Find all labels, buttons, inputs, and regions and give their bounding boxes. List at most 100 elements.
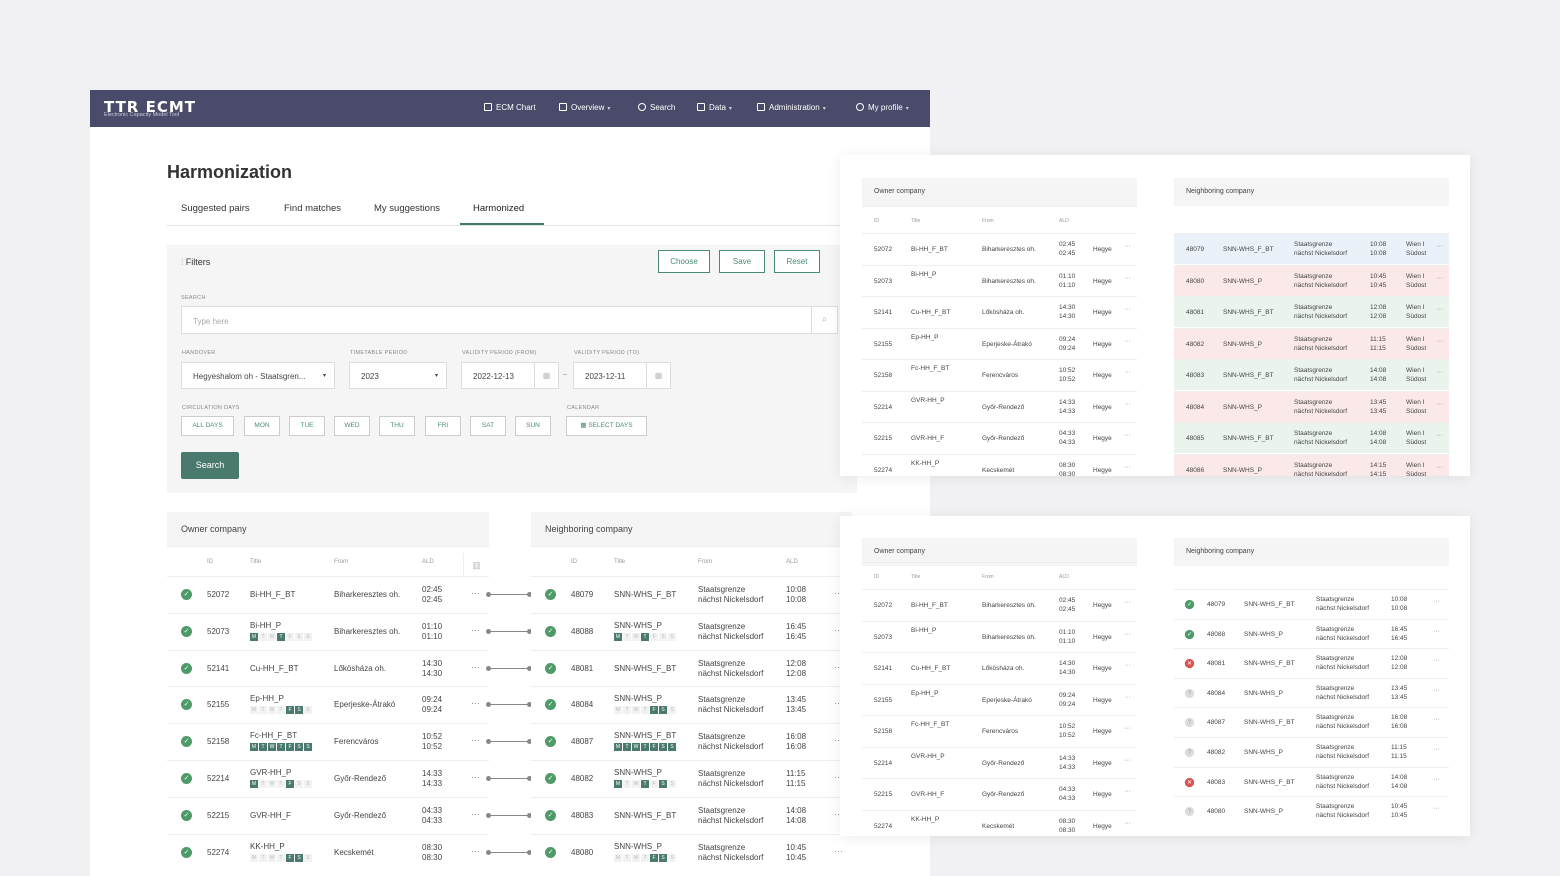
table-row[interactable]: ✓ 48081 SNN-WHS_F_BT Staatsgrenze nächst Nic… [531,649,852,687]
card-row[interactable]: 52215 GVR-HH_F Győr-Rendező 04:33 04:33 Hegye… [862,778,1137,809]
more-icon[interactable]: ··· [1433,746,1440,753]
more-icon[interactable]: ··· [1124,630,1131,638]
card-row[interactable]: ? 48080 SNN-WHS_P Staatsgrenze nächst Nickel… [1174,796,1449,825]
day-chip-fri[interactable]: FRI [425,416,461,436]
more-icon[interactable]: ··· [834,698,843,709]
more-icon[interactable]: ··· [1124,725,1131,732]
more-icon[interactable]: ··· [1433,686,1440,694]
more-icon[interactable]: ··· [834,845,843,856]
table-row[interactable]: ✓ 52155 Ep-HH_P M T W T F S S Eperjeske-Átrakó 09:2… [167,686,489,723]
day-chip-tue[interactable]: TUE [289,416,325,436]
table-row[interactable]: ✓ 52073 Bi-HH_P M T W T F S S Biharkeresztes oh. 01… [167,612,489,650]
more-icon[interactable]: ··· [471,808,480,819]
search-button[interactable]: Search [181,452,239,479]
more-icon[interactable]: ··· [1124,599,1131,606]
more-icon[interactable]: ··· [834,624,843,635]
card-row[interactable]: 52072 Bi-HH_F_BT Biharkeresztes oh. 02:45 02… [862,233,1137,264]
more-icon[interactable]: ··· [1124,400,1131,408]
more-icon[interactable]: ··· [1124,819,1131,827]
card-row[interactable]: 48086 SNN-WHS_P Staatsgrenze nächst Nickels… [1174,453,1449,476]
more-icon[interactable]: ··· [471,698,480,709]
more-icon[interactable]: ··· [1124,662,1131,669]
table-row[interactable]: ✓ 52141 Cu-HH_F_BT Lőkösháza oh. 14:30 14:30 ·… [167,649,489,687]
more-icon[interactable]: ··· [1436,306,1443,313]
card-row[interactable]: 52155 Ep-HH_P Eperjeske-Átrakó 09:24 09:24 He… [862,327,1137,359]
save-button[interactable]: Save [719,250,765,273]
more-icon[interactable]: ··· [1433,805,1440,813]
more-icon[interactable]: ··· [1124,693,1131,701]
more-icon[interactable]: ··· [834,588,843,598]
card-row[interactable]: ✓ 48079 SNN-WHS_F_BT Staatsgrenze nächst Nic… [1174,589,1449,618]
card-row[interactable]: 52215 GVR-HH_F Győr-Rendező 04:33 04:33 Hegye… [862,422,1137,453]
more-icon[interactable]: ··· [834,808,843,819]
nav-ecm-chart[interactable]: ECM Chart [484,103,536,112]
more-icon[interactable]: ··· [1433,627,1440,635]
more-icon[interactable]: ··· [471,735,480,746]
card-row[interactable]: 52158 Fc-HH_F_BT Ferencváros 10:52 10:52 Hegy… [862,359,1137,390]
more-icon[interactable]: ··· [834,772,843,782]
card-row[interactable]: 52214 GVR-HH_P Győr-Rendező 14:33 14:33 Hegye… [862,390,1137,422]
validity-from-input[interactable]: 2022-12-13 ▦ [461,362,559,389]
card-row[interactable]: 48080 SNN-WHS_P Staatsgrenze nächst Nickels… [1174,264,1449,296]
table-row[interactable]: ✓ 48088 SNN-WHS_P M T W T F S S Staatsgrenze nächst… [531,612,852,650]
more-icon[interactable]: ··· [1436,274,1443,282]
day-chip-mon[interactable]: MON [244,416,280,436]
card-row[interactable]: 52274 KK-HH_P Kecskemét 08:30 08:30 Hegye ··· [862,809,1137,837]
day-chip-sat[interactable]: SAT [470,416,506,436]
card-row[interactable]: ✕ 48083 SNN-WHS_F_BT Staatsgrenze nächst Nic… [1174,766,1449,796]
table-row[interactable]: ✓ 52214 GVR-HH_P M T W T F S S Győr-Rendező 14:33 14… [167,760,489,797]
tab-find-matches[interactable]: Find matches [284,203,342,214]
day-chip-thu[interactable]: THU [379,416,415,436]
more-icon[interactable]: ··· [1124,243,1131,250]
nav-search[interactable]: Search [638,103,675,112]
day-chip-wed[interactable]: WED [334,416,370,436]
choose-button[interactable]: Choose [658,250,710,273]
more-icon[interactable]: ··· [471,772,480,782]
table-row[interactable]: ✓ 52158 Fc-HH_F_BT M T W T F S S Ferencváros 10:52 1… [167,723,489,760]
card-row[interactable]: ✓ 48088 SNN-WHS_P Staatsgrenze nächst Nickel… [1174,618,1449,648]
more-icon[interactable]: ··· [471,661,480,672]
app-logo[interactable]: TTR ECMT [104,98,196,116]
more-icon[interactable]: ··· [1436,400,1443,408]
more-icon[interactable]: ··· [471,845,480,856]
card-row[interactable]: 52073 Bi-HH_P Biharkeresztes oh. 01:10 01:10… [862,264,1137,296]
card-row[interactable]: 52155 Ep-HH_P Eperjeske-Átrakó 09:24 09:24 He… [862,683,1137,715]
nav-my-profile[interactable]: My profile ▾ [856,103,909,112]
more-icon[interactable]: ··· [1124,337,1131,345]
nav-overview[interactable]: Overview ▾ [559,103,610,112]
table-row[interactable]: ✓ 48079 SNN-WHS_F_BT Staatsgrenze nächst Nic… [531,576,852,613]
table-row[interactable]: ✓ 52072 Bi-HH_F_BT Biharkeresztes oh. 02:45 0… [167,576,489,613]
more-icon[interactable]: ··· [1124,432,1131,439]
table-row[interactable]: ✓ 52274 KK-HH_P M T W T F S S Kecskemét 08:30 08:30 ·… [167,833,489,871]
search-input[interactable]: Type here [181,306,838,334]
card-row[interactable]: 48083 SNN-WHS_F_BT Staatsgrenze nächst Nick… [1174,359,1449,390]
card-row[interactable]: 48084 SNN-WHS_P Staatsgrenze nächst Nickels… [1174,390,1449,422]
more-icon[interactable]: ··· [1124,788,1131,795]
table-row[interactable]: ✓ 48083 SNN-WHS_F_BT Staatsgrenze nächst Nic… [531,796,852,834]
more-icon[interactable]: ··· [1124,756,1131,764]
nav-administration[interactable]: Administration ▾ [757,103,826,112]
card-row[interactable]: ? 48084 SNN-WHS_P Staatsgrenze nächst Nickel… [1174,677,1449,707]
more-icon[interactable]: ··· [1433,598,1440,605]
more-icon[interactable]: ··· [1124,369,1131,376]
search-icon[interactable]: ⌕ [811,307,837,333]
card-row[interactable]: 48082 SNN-WHS_P Staatsgrenze nächst Nickels… [1174,327,1449,359]
more-icon[interactable]: ··· [1124,274,1131,282]
tab-my-suggestions[interactable]: My suggestions [374,203,441,214]
tab-harmonized[interactable]: Harmonized [473,203,525,214]
card-row[interactable]: 52073 Bi-HH_P Biharkeresztes oh. 01:10 01:10… [862,620,1137,652]
card-row[interactable]: ? 48087 SNN-WHS_F_BT Staatsgrenze nächst Nic… [1174,707,1449,736]
handover-select[interactable]: Hegyeshalom oh - Staatsgren... ▾ [181,362,335,389]
select-days-button[interactable]: ▦ SELECT DAYS [566,416,647,436]
table-row[interactable]: ✓ 48087 SNN-WHS_F_BT M T W T F S S Staatsgrenze näc… [531,723,852,760]
card-row[interactable]: ✕ 48081 SNN-WHS_F_BT Staatsgrenze nächst Nic… [1174,648,1449,677]
more-icon[interactable]: ··· [1436,369,1443,376]
reset-button[interactable]: Reset [774,250,820,273]
more-icon[interactable]: ··· [1433,775,1440,783]
more-icon[interactable]: ··· [834,735,843,746]
card-row[interactable]: 52072 Bi-HH_F_BT Biharkeresztes oh. 02:45 02… [862,589,1137,620]
validity-to-input[interactable]: 2023-12-11 ▦ [573,362,671,389]
more-icon[interactable]: ··· [1436,432,1443,439]
more-icon[interactable]: ··· [834,661,843,672]
card-row[interactable]: 52214 GVR-HH_P Győr-Rendező 14:33 14:33 Hegye… [862,746,1137,778]
